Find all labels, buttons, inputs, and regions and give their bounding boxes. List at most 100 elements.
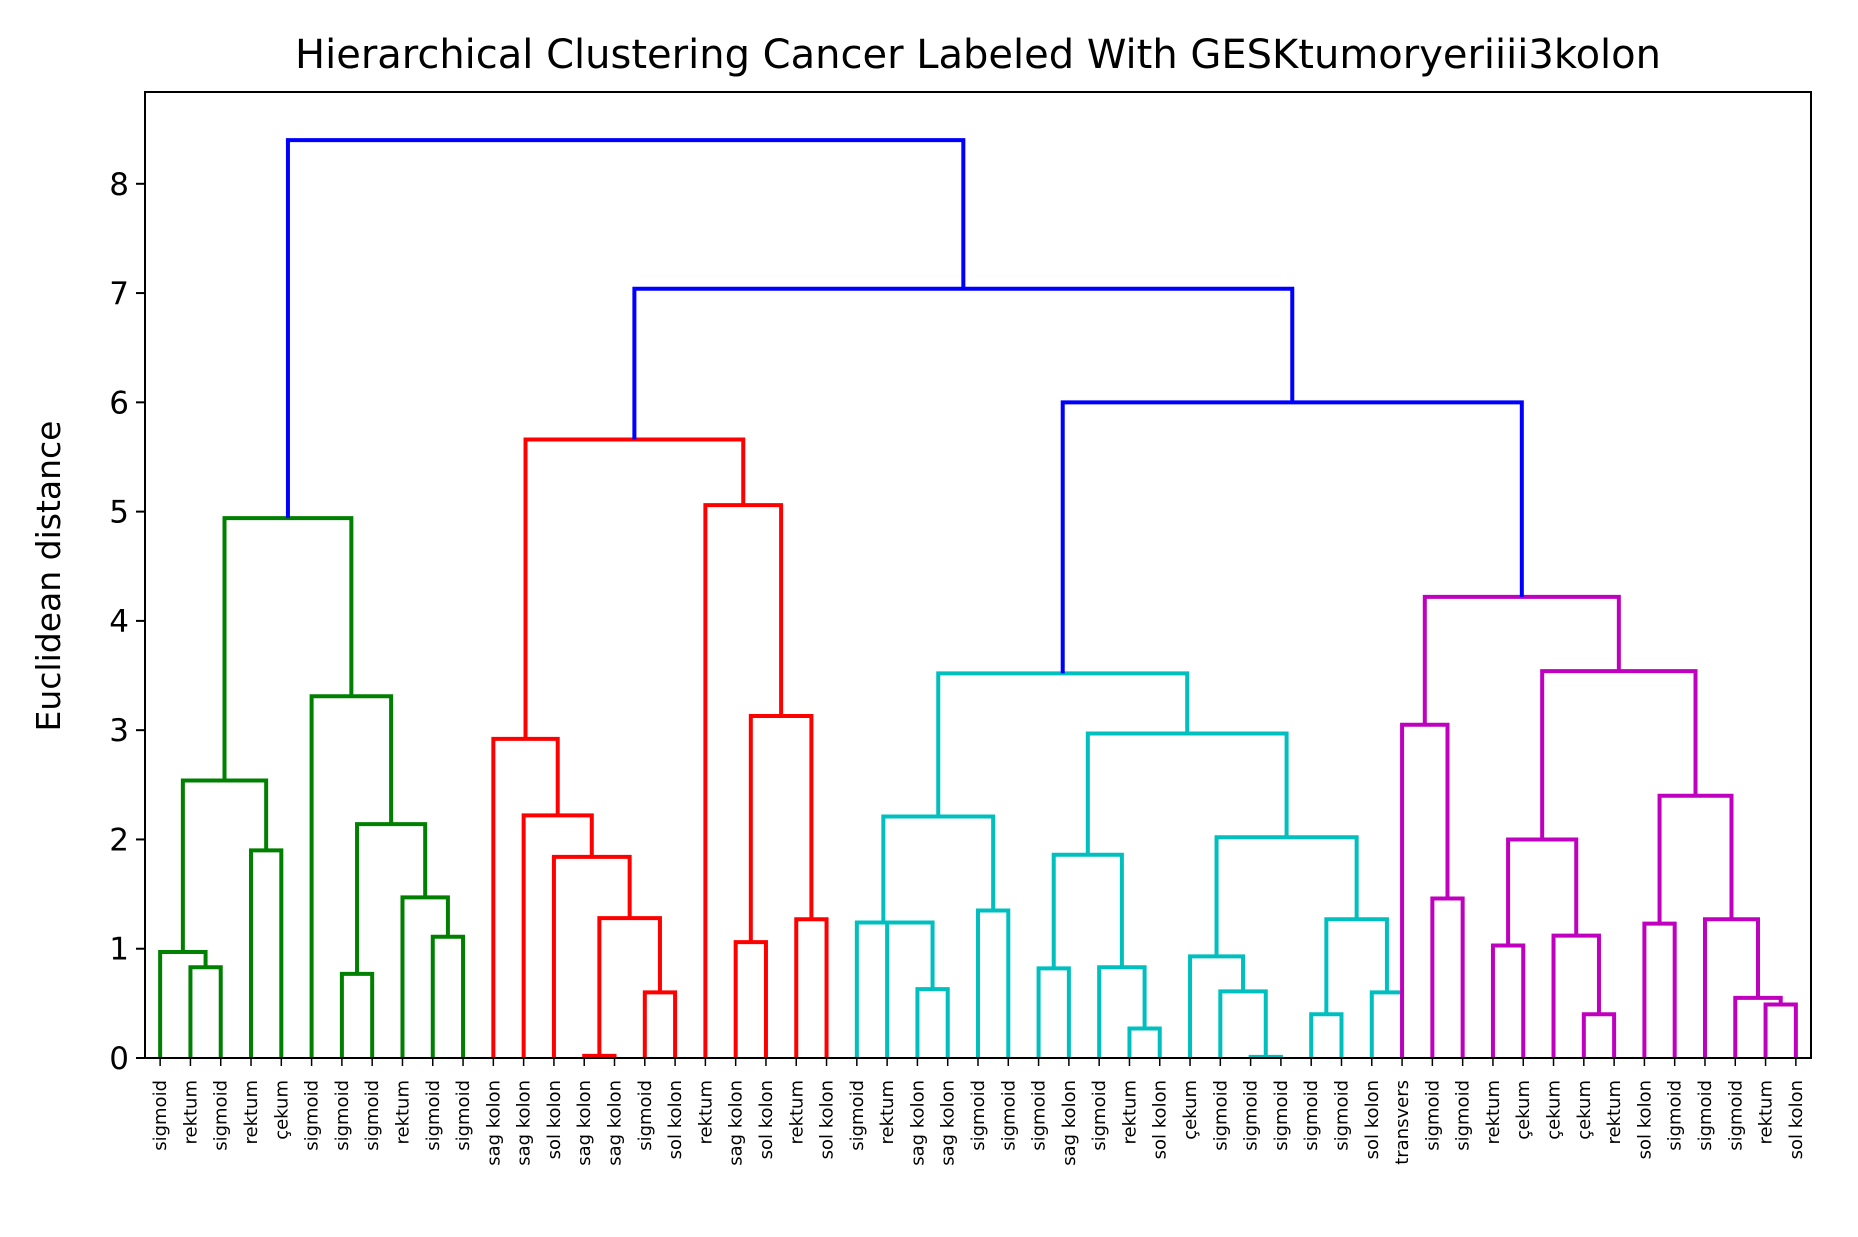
- dendrogram-link: [1702, 917, 1760, 1058]
- dendrogram-link: [1733, 995, 1783, 1058]
- leaf-label: sag kolon: [726, 1080, 747, 1166]
- y-axis-label: Euclidean distance: [29, 421, 68, 732]
- dendrogram-link: [180, 778, 269, 953]
- dendrogram-link: [1763, 1002, 1798, 1058]
- dendrogram-link: [1369, 990, 1405, 1058]
- dendrogram-link: [885, 920, 935, 1058]
- leaf-label: çekum: [1513, 1080, 1534, 1140]
- leaf-label: rektum: [786, 1080, 807, 1145]
- dendrogram-link: [285, 138, 966, 519]
- dendrogram-link: [1324, 917, 1389, 1015]
- leaf-label: rektum: [1483, 1080, 1504, 1145]
- dendrogram-link: [400, 895, 450, 1058]
- leaf-label: sigmoid: [968, 1080, 989, 1151]
- leaf-label: sigmoid: [635, 1080, 656, 1151]
- dendrogram-link: [430, 934, 466, 1058]
- leaf-label: sag kolon: [514, 1080, 535, 1166]
- leaf-label: sigmoid: [1089, 1080, 1110, 1151]
- dendrogram-link: [748, 713, 814, 943]
- leaf-label: rektum: [1604, 1080, 1625, 1145]
- dendrogram-link: [976, 908, 1011, 1058]
- leaf-label: sol kolon: [756, 1080, 777, 1159]
- leaf-label: sigmoid: [1241, 1080, 1262, 1151]
- leaf-label: rektum: [392, 1080, 413, 1145]
- dendrogram-link: [915, 987, 950, 1058]
- dendrogram-link: [1506, 837, 1579, 946]
- dendrogram-link: [551, 854, 632, 1058]
- dendrogram-link: [249, 848, 284, 1058]
- leaf-label: sigmoid: [423, 1080, 444, 1151]
- dendrogram-link: [794, 917, 829, 1058]
- chart-title: Hierarchical Clustering Cancer Labeled W…: [295, 32, 1661, 78]
- dendrogram-link: [733, 940, 768, 1058]
- dendrogram-link: [1581, 1012, 1617, 1058]
- leaf-label: rektum: [180, 1080, 201, 1145]
- dendrogram-link: [1127, 1026, 1162, 1058]
- leaf-label: rektum: [241, 1080, 262, 1145]
- leaf-label: sigmoid: [302, 1080, 323, 1151]
- leaf-label: sigmoid: [332, 1080, 353, 1151]
- leaf-label: rektum: [1119, 1080, 1140, 1145]
- dendrogram-link: [1036, 966, 1071, 1058]
- dendrogram-link: [642, 990, 678, 1058]
- leaf-label: sigmoid: [150, 1080, 171, 1151]
- leaf-label: rektum: [877, 1080, 898, 1145]
- dendrogram-link: [222, 516, 354, 781]
- leaf-label: transvers: [1392, 1080, 1413, 1165]
- leaf-label: çekum: [271, 1080, 292, 1140]
- dendrogram-link: [936, 671, 1190, 817]
- dendrogram-link: [523, 437, 746, 739]
- dendrogram-link: [309, 694, 394, 1058]
- leaf-label: sag kolon: [574, 1080, 595, 1166]
- leaf-label: sigmoid: [211, 1080, 232, 1151]
- y-tick-label: 0: [109, 1041, 129, 1077]
- y-tick-label: 3: [109, 713, 129, 749]
- leaf-label: çekum: [1180, 1080, 1201, 1140]
- leaf-label: sol kolon: [1634, 1080, 1655, 1159]
- dendrogram-link: [1430, 896, 1465, 1058]
- leaf-label: sol kolon: [1362, 1080, 1383, 1159]
- dendrogram-link: [1657, 793, 1734, 924]
- y-tick-label: 1: [109, 932, 129, 968]
- leaf-label: sigmoid: [1029, 1080, 1050, 1151]
- leaf-label: sigmoid: [453, 1080, 474, 1151]
- dendrogram-link: [1214, 835, 1359, 957]
- leaf-label: sigmoid: [1331, 1080, 1352, 1151]
- leaf-label: sigmoid: [1422, 1080, 1443, 1151]
- dendrogram-link: [703, 503, 784, 1058]
- leaf-label: sigmoid: [1453, 1080, 1474, 1151]
- y-tick-label: 6: [109, 385, 129, 421]
- leaf-label: sigmoid: [1301, 1080, 1322, 1151]
- dendrogram-link: [1490, 943, 1526, 1058]
- y-tick-label: 5: [109, 495, 129, 531]
- y-tick-label: 8: [109, 167, 129, 203]
- dendrogram-link: [1188, 954, 1246, 1058]
- leaf-label: çekum: [1544, 1080, 1565, 1140]
- dendrogram-link: [1551, 933, 1601, 1058]
- leaf-label: sol kolon: [817, 1080, 838, 1159]
- leaf-label: sag kolon: [938, 1080, 959, 1166]
- leaf-label: çekum: [1574, 1080, 1595, 1140]
- dendrogram-link: [881, 814, 996, 923]
- dendrogram-link: [521, 813, 594, 1058]
- leaf-label: sigmoid: [1725, 1080, 1746, 1151]
- leaf-label: sol kolon: [1786, 1080, 1807, 1159]
- leaf-label: rektum: [695, 1080, 716, 1145]
- leaf-label: sag kolon: [605, 1080, 626, 1166]
- leaf-label: sol kolon: [1150, 1080, 1171, 1159]
- y-tick-label: 2: [109, 822, 129, 858]
- leaf-label: sigmoid: [1665, 1080, 1686, 1151]
- dendrogram-link: [632, 286, 1295, 440]
- dendrogram-link: [1218, 989, 1268, 1058]
- dendrogram-link: [854, 920, 910, 1058]
- dendrogram-link: [339, 971, 375, 1058]
- leaf-label: rektum: [1756, 1080, 1777, 1145]
- dendrogram-link: [1422, 594, 1621, 725]
- dendrogram-link: [188, 965, 223, 1058]
- dendrogram-link: [1642, 921, 1677, 1058]
- leaf-label: sigmoid: [1271, 1080, 1292, 1151]
- dendrogram-link: [1400, 722, 1450, 1058]
- leaf-label: sigmoid: [1210, 1080, 1231, 1151]
- y-tick-label: 7: [109, 276, 129, 312]
